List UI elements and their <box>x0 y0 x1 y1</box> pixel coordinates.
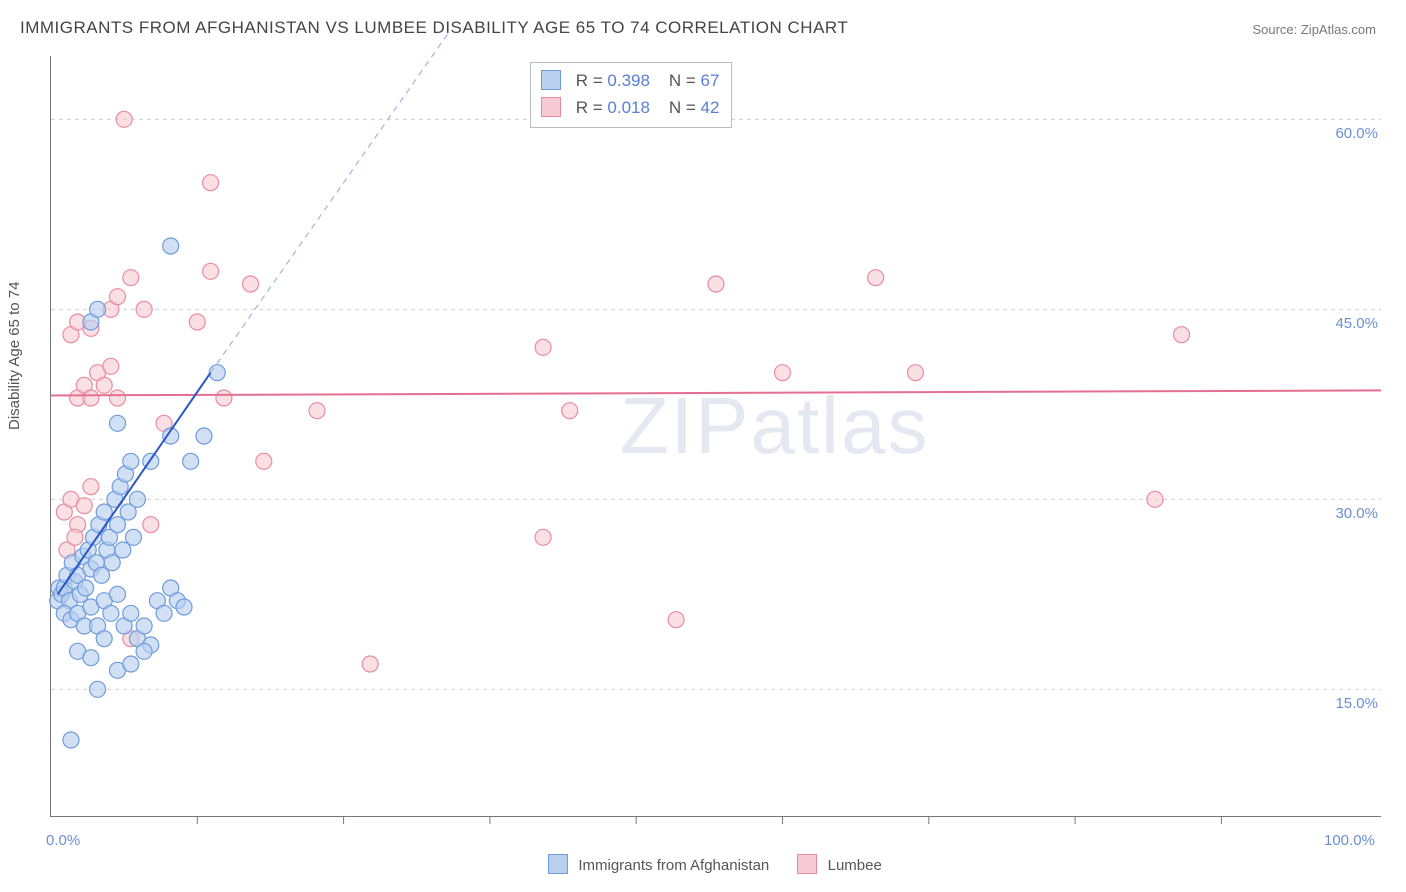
chart-plot-area <box>50 56 1381 817</box>
legend-label-lumbee: Lumbee <box>828 857 882 874</box>
stats-legend-row-afghan: R = 0.398 N = 67 <box>541 67 719 94</box>
y-axis-label: Disability Age 65 to 74 <box>6 282 23 430</box>
r-value-afghan: 0.398 <box>607 71 650 90</box>
source-link[interactable]: ZipAtlas.com <box>1301 22 1376 37</box>
n-label: N = <box>669 98 696 117</box>
r-value-lumbee: 0.018 <box>607 98 650 117</box>
series-legend: Immigrants from Afghanistan Lumbee <box>0 854 1406 874</box>
x-tick-label: 0.0% <box>46 832 80 849</box>
y-tick-label: 45.0% <box>1318 315 1378 332</box>
source-label: Source: <box>1252 22 1300 37</box>
y-tick-label: 30.0% <box>1318 505 1378 522</box>
n-value-afghan: 67 <box>701 71 720 90</box>
stats-legend-row-lumbee: R = 0.018 N = 42 <box>541 94 719 121</box>
y-tick-label: 60.0% <box>1318 125 1378 142</box>
n-label: N = <box>669 71 696 90</box>
x-tick-label: 100.0% <box>1324 832 1375 849</box>
source-attribution: Source: ZipAtlas.com <box>1252 22 1376 37</box>
stats-legend: R = 0.398 N = 67 R = 0.018 N = 42 <box>530 62 732 128</box>
y-tick-label: 15.0% <box>1318 695 1378 712</box>
legend-label-afghan: Immigrants from Afghanistan <box>578 857 769 874</box>
r-label: R = <box>576 98 603 117</box>
legend-swatch-afghan <box>548 854 568 874</box>
legend-swatch-lumbee <box>797 854 817 874</box>
r-label: R = <box>576 71 603 90</box>
chart-title: IMMIGRANTS FROM AFGHANISTAN VS LUMBEE DI… <box>20 18 848 38</box>
n-value-lumbee: 42 <box>701 98 720 117</box>
legend-swatch-afghan <box>541 70 561 90</box>
legend-swatch-lumbee <box>541 97 561 117</box>
